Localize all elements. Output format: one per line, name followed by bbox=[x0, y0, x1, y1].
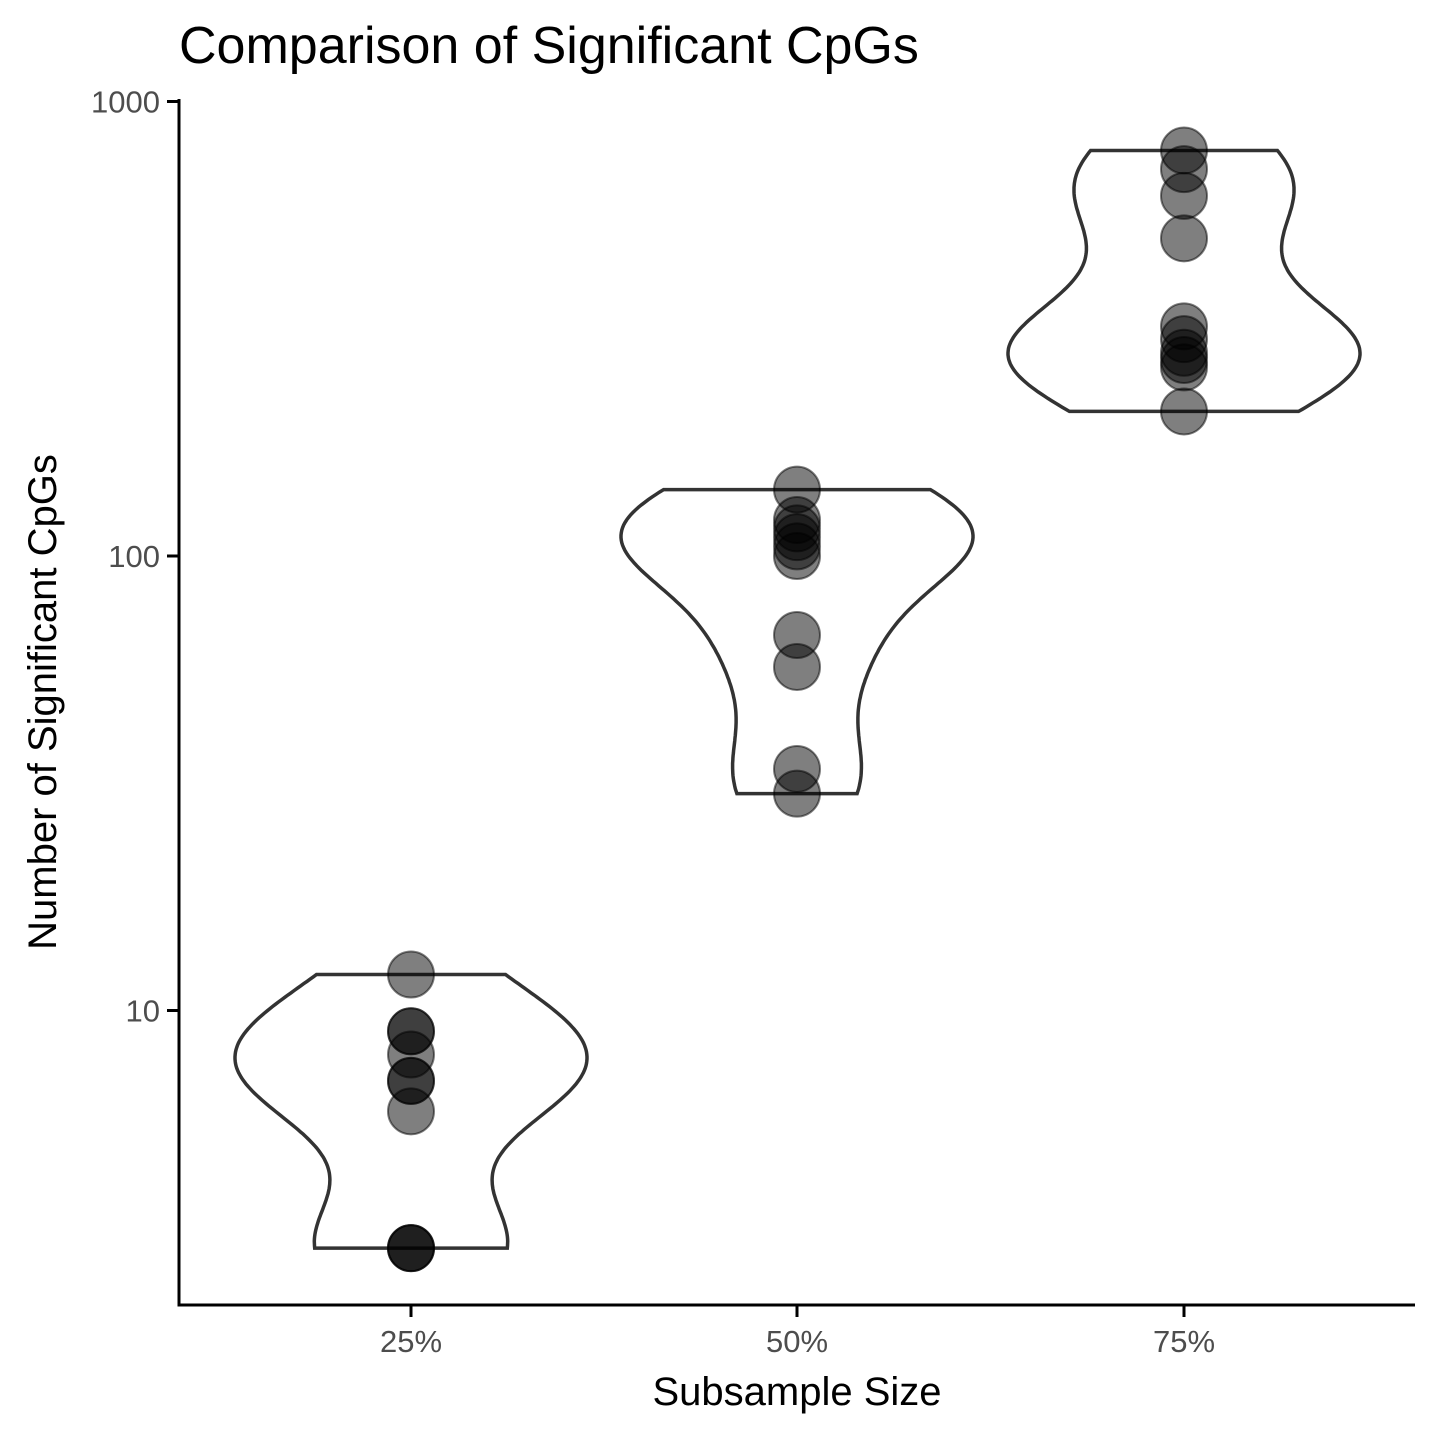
violin-2 bbox=[1006, 148, 1362, 414]
data-point bbox=[773, 642, 821, 691]
y-tick-label: 100 bbox=[108, 539, 160, 574]
data-point bbox=[1160, 387, 1208, 436]
violin-1 bbox=[619, 487, 975, 796]
y-tick-label: 1000 bbox=[91, 85, 160, 120]
data-point bbox=[387, 950, 435, 999]
data-point bbox=[1160, 171, 1208, 220]
violin-layer bbox=[233, 148, 1362, 1250]
data-point bbox=[1160, 214, 1208, 263]
data-point bbox=[1160, 343, 1208, 392]
x-tick-label: 50% bbox=[766, 1324, 828, 1359]
y-axis-ticks: 10 100 1000 bbox=[91, 85, 179, 1029]
x-tick-label: 25% bbox=[380, 1324, 442, 1359]
data-point bbox=[387, 1087, 435, 1136]
y-tick-label: 10 bbox=[126, 994, 160, 1029]
y-axis-title: Number of Significant CpGs bbox=[21, 454, 65, 950]
data-point bbox=[773, 532, 821, 580]
x-tick-label: 75% bbox=[1153, 1324, 1215, 1359]
data-point bbox=[387, 1224, 435, 1273]
points-layer bbox=[387, 126, 1208, 1273]
chart-title: Comparison of Significant CpGs bbox=[179, 17, 919, 75]
x-axis-title: Subsample Size bbox=[652, 1370, 941, 1414]
violin-0 bbox=[233, 972, 589, 1250]
x-axis-ticks: 25% 50% 75% bbox=[380, 1305, 1215, 1359]
data-point bbox=[773, 769, 821, 818]
